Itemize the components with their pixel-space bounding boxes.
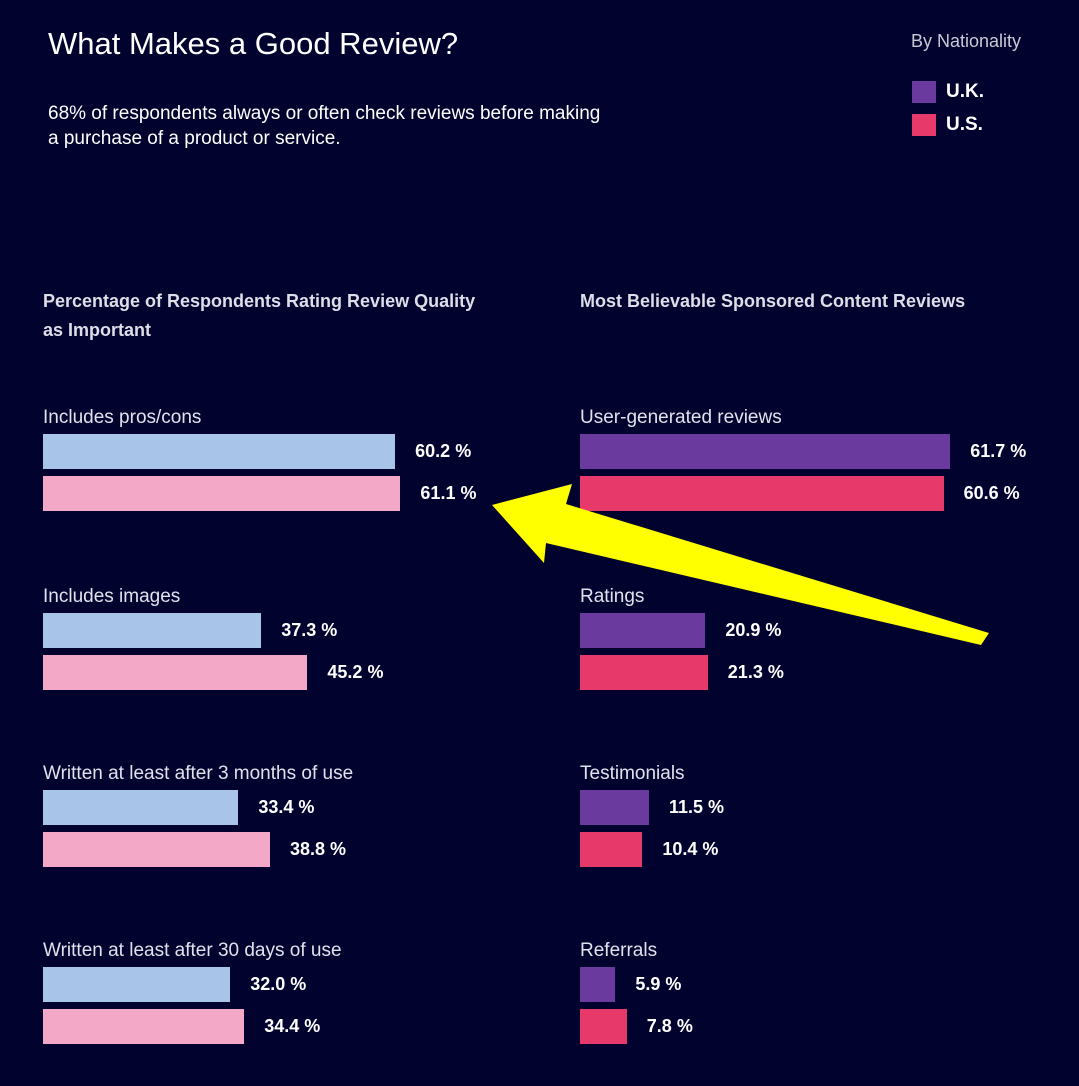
value-label-u-s-testimonials: 10.4 %	[662, 839, 719, 859]
bar-u-s-referrals	[580, 1009, 627, 1044]
left-panel-title: Percentage of Respondents Rating Review …	[43, 291, 476, 340]
legend-item-us: U.S.	[912, 112, 983, 138]
value-label-u-s-includes-pros-cons: 61.1 %	[420, 483, 477, 503]
category-label-written-at-least-after-30-days-of-use: Written at least after 30 days of use	[43, 940, 342, 961]
bar-u-k-written-at-least-after-3-months-of-use	[43, 790, 239, 825]
legend-label-uk: U.K.	[946, 81, 984, 102]
legend-title: By Nationality	[911, 31, 1022, 51]
legend-swatch-uk	[912, 81, 936, 103]
value-label-u-k-ratings: 20.9 %	[725, 620, 782, 640]
bar-u-k-referrals	[580, 967, 616, 1002]
value-label-u-k-written-at-least-after-3-months-of-use: 33.4 %	[258, 797, 315, 817]
bar-u-k-includes-pros-cons	[43, 434, 396, 469]
bar-u-s-testimonials	[580, 832, 643, 867]
category-label-written-at-least-after-3-months-of-use: Written at least after 3 months of use	[43, 763, 354, 784]
category-label-includes-pros-cons: Includes pros/cons	[43, 407, 202, 428]
bar-u-s-includes-pros-cons	[43, 476, 401, 511]
bar-u-k-written-at-least-after-30-days-of-use	[43, 967, 231, 1002]
value-label-u-s-referrals: 7.8 %	[646, 1016, 693, 1036]
bar-u-k-includes-images	[43, 613, 262, 648]
bar-u-k-testimonials	[580, 790, 649, 825]
value-label-u-k-referrals: 5.9 %	[635, 974, 682, 994]
value-label-u-k-user-generated-reviews: 61.7 %	[970, 441, 1027, 461]
bar-u-s-written-at-least-after-3-months-of-use	[43, 832, 270, 867]
legend-item-uk: U.K.	[912, 79, 984, 105]
value-label-u-s-ratings: 21.3 %	[727, 662, 784, 682]
bar-u-k-user-generated-reviews	[580, 434, 951, 469]
category-label-referrals: Referrals	[580, 940, 658, 961]
value-label-u-k-includes-pros-cons: 60.2 %	[415, 441, 472, 461]
value-label-u-s-written-at-least-after-3-months-of-use: 38.8 %	[289, 839, 347, 859]
value-label-u-s-written-at-least-after-30-days-of-use: 34.4 %	[264, 1016, 321, 1036]
category-label-user-generated-reviews: User-generated reviews	[580, 407, 782, 428]
right-panel-title: Most Believable Sponsored Content Review…	[580, 291, 966, 311]
value-label-u-k-includes-images: 37.3 %	[281, 620, 338, 640]
bar-u-s-includes-images	[43, 655, 308, 690]
legend-label-us: U.S.	[946, 114, 983, 135]
value-label-u-k-written-at-least-after-30-days-of-use: 32.0 %	[250, 974, 307, 994]
bar-u-k-ratings	[580, 613, 706, 648]
bar-u-s-ratings	[580, 655, 708, 690]
chart-title: What Makes a Good Review?	[48, 26, 459, 61]
value-label-u-s-includes-images: 45.2 %	[327, 662, 384, 682]
category-label-includes-images: Includes images	[43, 586, 181, 607]
chart-subtitle: 68% of respondents always or often check…	[48, 103, 601, 149]
legend-swatch-us	[912, 114, 936, 136]
value-label-u-s-user-generated-reviews: 60.6 %	[963, 483, 1020, 503]
bar-u-s-written-at-least-after-30-days-of-use	[43, 1009, 245, 1044]
category-label-ratings: Ratings	[580, 586, 645, 607]
category-label-testimonials: Testimonials	[580, 763, 685, 784]
bar-u-s-user-generated-reviews	[580, 476, 944, 511]
value-label-u-k-testimonials: 11.5 %	[669, 797, 725, 817]
